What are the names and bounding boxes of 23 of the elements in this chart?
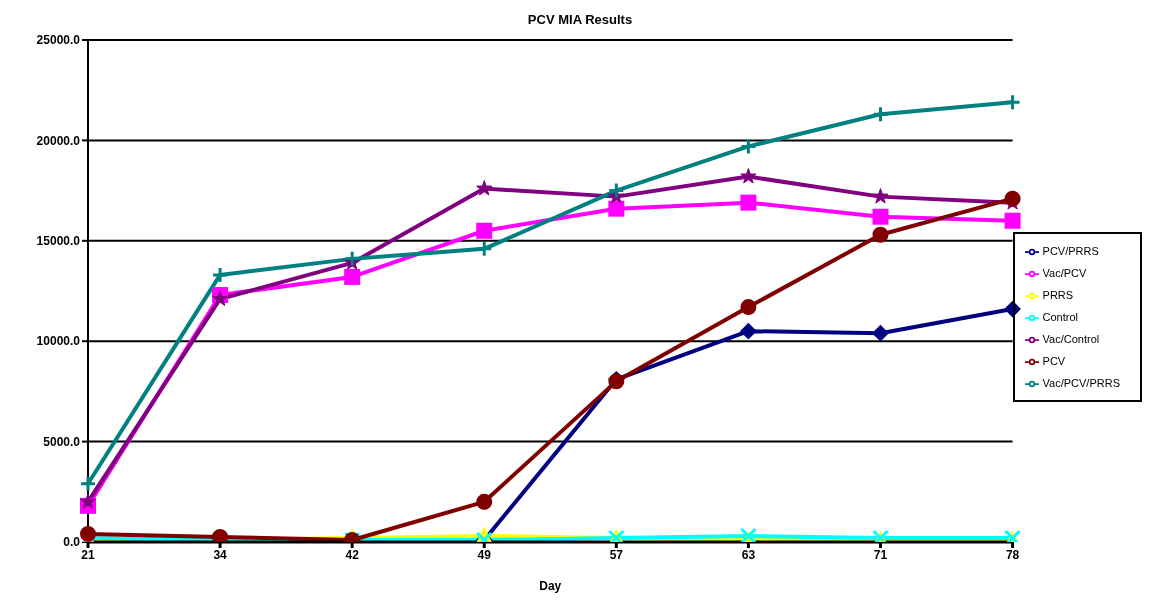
- legend-label: Vac/PCV/PRRS: [1042, 377, 1120, 389]
- y-tick-label: 15000.0: [36, 234, 81, 249]
- x-tick-label: 49: [477, 547, 492, 562]
- y-tick-label: 5000.0: [43, 434, 81, 449]
- legend-label: PCV: [1042, 355, 1066, 367]
- x-tick-label: 21: [81, 547, 95, 562]
- x-tick-label: 63: [741, 547, 756, 562]
- legend-label: PRRS: [1042, 289, 1074, 301]
- legend-label: Vac/PCV: [1042, 267, 1087, 279]
- x-tick-label: 78: [1005, 547, 1020, 562]
- chart-title: PCV MIA Results: [526, 11, 634, 29]
- x-tick-label: 42: [345, 547, 360, 562]
- legend-label: Control: [1042, 311, 1079, 323]
- x-tick-label: 71: [873, 547, 888, 562]
- y-tick-label: 20000.0: [36, 133, 81, 148]
- y-tick-label: 10000.0: [36, 334, 81, 349]
- y-tick-label: 25000.0: [36, 33, 81, 48]
- legend-label: Vac/Control: [1042, 333, 1100, 345]
- x-tick-label: 34: [213, 547, 228, 562]
- legend-label: PCV/PRRS: [1042, 245, 1099, 257]
- x-axis-title: Day: [539, 579, 562, 593]
- x-tick-label: 57: [609, 547, 624, 562]
- y-tick-label: 0.0: [63, 535, 81, 550]
